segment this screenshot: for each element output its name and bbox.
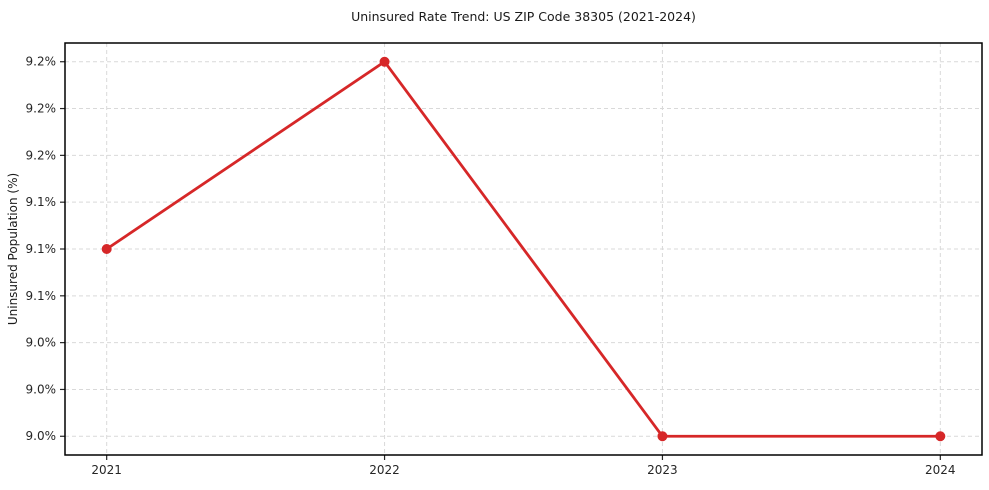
data-point	[935, 431, 946, 442]
trend-line	[105, 60, 942, 438]
y-tick-label: 9.2%	[26, 102, 57, 116]
y-tick-label: 9.1%	[26, 242, 57, 256]
x-tick-label: 2022	[369, 463, 400, 477]
x-tick-label: 2024	[925, 463, 956, 477]
x-tick-label: 2023	[647, 463, 678, 477]
y-tick-label: 9.0%	[26, 429, 57, 443]
data-point	[101, 244, 112, 254]
y-tick-label: 9.2%	[26, 55, 57, 69]
data-point	[657, 431, 668, 442]
y-tick-label: 9.1%	[26, 289, 57, 303]
y-tick-label: 9.2%	[26, 148, 57, 162]
chart-title: Uninsured Rate Trend: US ZIP Code 38305 …	[351, 9, 696, 24]
data-point	[379, 56, 390, 67]
y-tick-label: 9.1%	[26, 195, 57, 209]
y-tick-label: 9.0%	[26, 336, 57, 350]
plot-border	[64, 42, 983, 456]
x-tick-label: 2021	[91, 463, 122, 477]
y-tick-label: 9.0%	[26, 382, 57, 396]
